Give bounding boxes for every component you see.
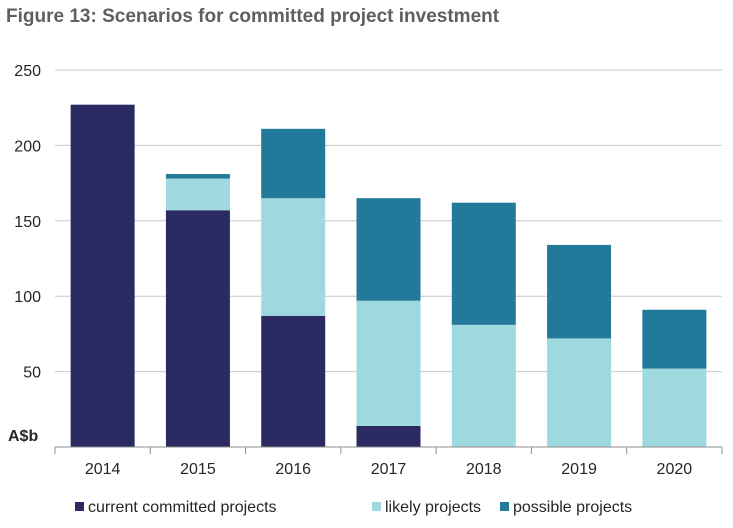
- x-tick-label: 2018: [466, 461, 502, 478]
- x-tick-label: 2014: [85, 461, 121, 478]
- legend-label: current committed projects: [88, 499, 277, 516]
- x-tick-label: 2017: [371, 461, 407, 478]
- x-tick-label: 2015: [180, 461, 216, 478]
- y-tick-label: 100: [14, 289, 41, 306]
- bar-2016-series-0: [261, 315, 326, 447]
- y-tick-label: 200: [14, 138, 41, 155]
- chart-title: Figure 13: Scenarios for committed proje…: [6, 6, 500, 27]
- legend-swatch: [75, 502, 84, 511]
- legend-swatch: [500, 502, 509, 511]
- x-tick-label: 2019: [561, 461, 597, 478]
- y-tick-label: 50: [23, 365, 41, 382]
- y-tick-label: 250: [14, 63, 41, 80]
- bar-2015-series-0: [165, 210, 230, 447]
- bar-2020-series-2: [642, 309, 707, 369]
- x-tick-label: 2016: [275, 461, 311, 478]
- y-axis-unit-label: A$b: [8, 428, 38, 445]
- bar-2019-series-1: [547, 338, 612, 447]
- bar-2019-series-2: [547, 244, 612, 339]
- x-axis: 2014 2015 2016 2017 2018 2019 2020: [54, 446, 723, 478]
- bar-2017-series-2: [356, 198, 421, 301]
- bar-2015-series-2: [165, 174, 230, 179]
- bar-2018-series-1: [451, 324, 516, 447]
- bar-2018-series-2: [451, 202, 516, 325]
- legend-label: likely projects: [385, 499, 481, 516]
- bars: [70, 104, 707, 448]
- bar-2015-series-1: [165, 178, 230, 211]
- x-tick-label: 2020: [657, 461, 693, 478]
- bar-2017-series-0: [356, 425, 421, 447]
- bar-2017-series-1: [356, 300, 421, 426]
- bar-2016-series-2: [261, 128, 326, 199]
- legend-swatch: [372, 502, 381, 511]
- y-axis: A$b 50 100 150 200 250: [8, 63, 41, 445]
- legend-label: possible projects: [513, 499, 632, 516]
- legend: current committed projects likely project…: [75, 499, 632, 516]
- y-tick-label: 150: [14, 214, 41, 231]
- bar-2016-series-1: [261, 198, 326, 316]
- bar-2020-series-1: [642, 368, 707, 447]
- bar-2014-series-0: [70, 104, 135, 448]
